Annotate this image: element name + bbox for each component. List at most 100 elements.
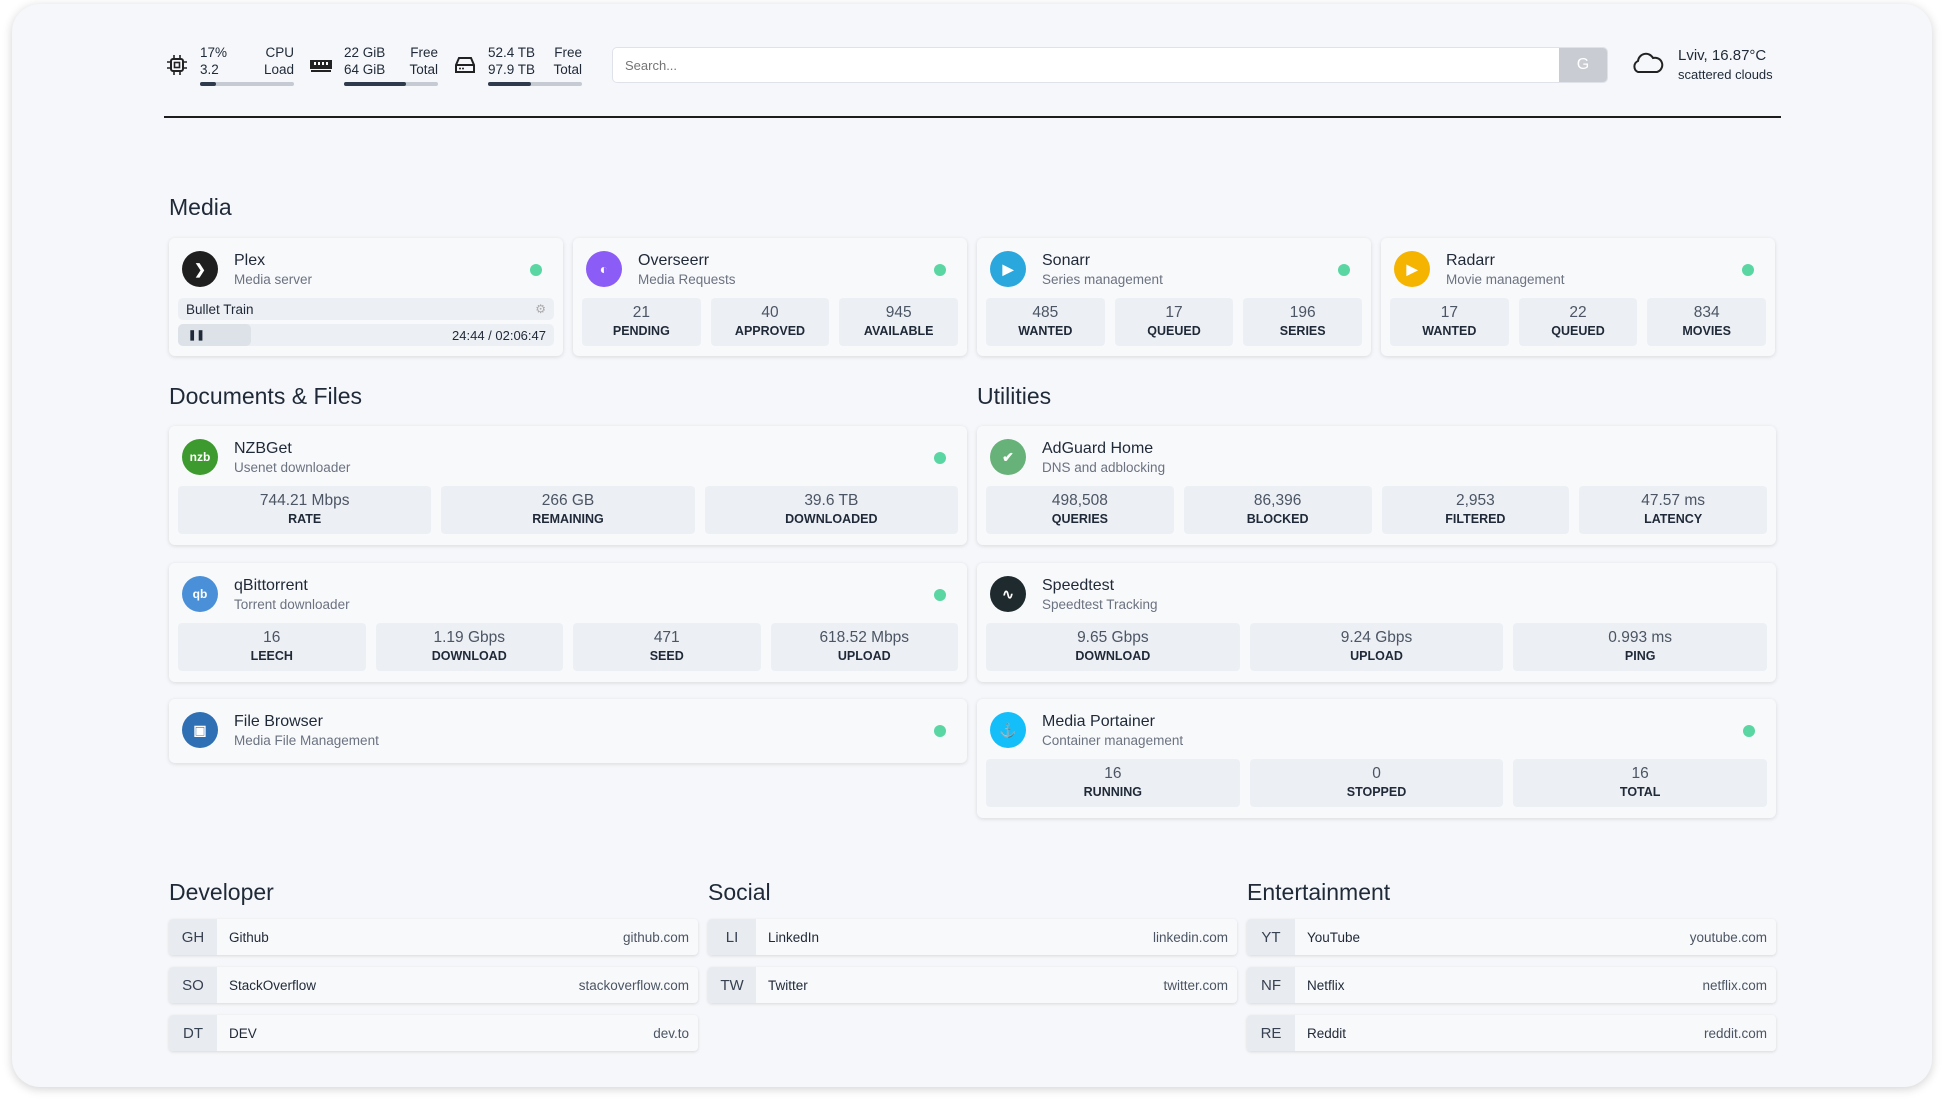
stat-label: LATENCY	[1644, 512, 1703, 526]
card-plex[interactable]: ❯ Plex Media server Bullet Train ⚙ ❚❚ 24:44 / …	[169, 238, 563, 356]
stat-label: QUEUED	[1147, 324, 1201, 338]
bookmark-url: reddit.com	[1703, 1025, 1767, 1041]
header: 17% CPU 3.2 Load 22 GiB Free 64 GiB Total 52.4…	[164, 40, 1781, 90]
bookmark-abbr: DT	[169, 1015, 217, 1051]
card-header: ∿ Speedtest Speedtest Tracking	[986, 572, 1767, 616]
card-title: Radarr	[1446, 251, 1495, 269]
stat-label: SEED	[649, 649, 684, 663]
load-label: Load	[263, 62, 294, 77]
bookmark-netflix[interactable]: NF Netflix netflix.com	[1247, 967, 1776, 1003]
bookmark-twitter[interactable]: TW Twitter twitter.com	[708, 967, 1237, 1003]
card-sonarr[interactable]: ▶ Sonarr Series management 485 WANTED 17 QUEUE…	[977, 238, 1371, 356]
stat-series: 196 SERIES	[1243, 298, 1363, 346]
free-label: Free	[554, 45, 582, 60]
card-title: Overseerr	[638, 251, 710, 269]
card-speedtest[interactable]: ∿ Speedtest Speedtest Tracking 9.65 Gbps DOW…	[977, 563, 1776, 682]
sonarr-icon: ▶	[990, 251, 1026, 287]
stat-label: FILTERED	[1445, 512, 1506, 526]
search-input[interactable]	[613, 57, 1559, 73]
card-radarr[interactable]: ▶ Radarr Movie management 17 WANTED 22 QUEUED 8…	[1381, 238, 1775, 356]
memory-icon	[308, 52, 334, 78]
bookmark-dev[interactable]: DT DEV dev.to	[169, 1015, 698, 1051]
stat-movies: 834 MOVIES	[1647, 298, 1767, 346]
card-subtitle: Media Requests	[638, 271, 736, 287]
card-header: nzb NZBGet Usenet downloader	[178, 435, 958, 479]
settings-icon[interactable]: ⚙	[535, 302, 546, 316]
adguard-home-icon: ✔	[990, 439, 1026, 475]
card-media-portainer[interactable]: ⚓ Media Portainer Container management 16 RU…	[977, 699, 1776, 818]
bookmark-github[interactable]: GH Github github.com	[169, 919, 698, 955]
card-nzbget[interactable]: nzb NZBGet Usenet downloader 744.21 Mbps RAT…	[169, 426, 967, 545]
speedtest-icon: ∿	[990, 576, 1026, 612]
card-title: Speedtest	[1042, 576, 1115, 594]
card-title-block: Plex Media server	[234, 252, 312, 287]
stat-value: 21	[632, 304, 650, 321]
status-indicator	[1338, 264, 1350, 276]
stat-wanted: 17 WANTED	[1390, 298, 1509, 346]
bookmark-youtube[interactable]: YT YouTube youtube.com	[1247, 919, 1776, 955]
playback-bar[interactable]: ❚❚ 24:44 / 02:06:47	[178, 324, 554, 346]
status-indicator	[1743, 725, 1755, 737]
stat-label: BLOCKED	[1246, 512, 1309, 526]
card-overseerr[interactable]: ◐ Overseerr Media Requests 21 PENDING 40 APPRO…	[573, 238, 967, 356]
card-title-block: Speedtest Speedtest Tracking	[1042, 577, 1158, 612]
bookmark-stackoverflow[interactable]: SO StackOverflow stackoverflow.com	[169, 967, 698, 1003]
stat-value: 471	[653, 629, 680, 646]
bookmark-name: Twitter	[768, 977, 808, 993]
card-title: File Browser	[234, 712, 323, 730]
card-adguard-home[interactable]: ✔ AdGuard Home DNS and adblocking 498,508 QU…	[977, 426, 1776, 545]
stat-label: PING	[1624, 649, 1656, 663]
bookmark-url: dev.to	[653, 1025, 689, 1041]
stat-latency: 47.57 ms LATENCY	[1579, 486, 1767, 534]
search-engine-button[interactable]: G	[1559, 48, 1607, 82]
file-browser-icon: ▣	[182, 712, 218, 748]
bookmark-name: Github	[229, 929, 269, 945]
card-header: ⚓ Media Portainer Container management	[986, 708, 1767, 752]
bookmark-name: StackOverflow	[229, 977, 317, 993]
media-title: Bullet Train	[186, 301, 254, 317]
card-title: NZBGet	[234, 439, 292, 457]
cloud-icon	[1630, 51, 1664, 80]
card-stats: 16 RUNNING 0 STOPPED 16 TOTAL	[986, 759, 1768, 807]
stat-label: QUEUED	[1551, 324, 1605, 338]
playback-time: 24:44 / 02:06:47	[452, 327, 546, 343]
stat-value: 17	[1440, 304, 1458, 321]
card-subtitle: Container management	[1042, 732, 1184, 748]
dashboard: 17% CPU 3.2 Load 22 GiB Free 64 GiB Total 52.4…	[12, 4, 1932, 1087]
status-indicator	[934, 589, 946, 601]
stat-label: REMAINING	[532, 512, 604, 526]
card-qbittorrent[interactable]: qb qBittorrent Torrent downloader 16 LEECH 1.…	[169, 563, 967, 682]
stat-label: MOVIES	[1682, 324, 1731, 338]
bookmark-url: netflix.com	[1702, 977, 1767, 993]
stat-value: 0.993 ms	[1608, 629, 1673, 646]
card-header: ▣ File Browser Media File Management	[178, 708, 958, 752]
stat-label: TOTAL	[1619, 785, 1661, 799]
stat-value: 945	[885, 304, 912, 321]
weather-condition: scattered clouds	[1678, 67, 1773, 82]
stat-filtered: 2,953 FILTERED	[1381, 486, 1570, 534]
card-title-block: Radarr Movie management	[1446, 252, 1565, 287]
progress-fill	[178, 324, 252, 346]
stat-available: 945 AVAILABLE	[839, 298, 959, 346]
card-header: ▶ Radarr Movie management	[1390, 247, 1766, 291]
status-indicator	[530, 264, 542, 276]
card-file-browser[interactable]: ▣ File Browser Media File Management	[169, 699, 967, 763]
stat-label: DOWNLOAD	[1075, 649, 1151, 663]
card-subtitle: Series management	[1042, 271, 1163, 287]
stat-label: LEECH	[250, 649, 293, 663]
stat-value: 618.52 Mbps	[819, 629, 910, 646]
card-title-block: Sonarr Series management	[1042, 252, 1163, 287]
bookmark-group-developer: Developer	[169, 879, 274, 905]
stat-value: 744.21 Mbps	[259, 492, 350, 509]
card-stats: 21 PENDING 40 APPROVED 945 AVAILABLE	[582, 298, 959, 346]
total-label: Total	[553, 62, 582, 77]
stat-queued: 22 QUEUED	[1518, 298, 1638, 346]
card-stats: 498,508 QUERIES 86,396 BLOCKED 2,953 FILTERED…	[986, 486, 1767, 534]
pause-icon[interactable]: ❚❚	[188, 329, 205, 341]
bookmark-linkedin[interactable]: LI LinkedIn linkedin.com	[708, 919, 1237, 955]
card-title: AdGuard Home	[1042, 439, 1154, 457]
stat-value: 498,508	[1051, 492, 1108, 509]
card-stats: 9.65 Gbps DOWNLOAD 9.24 Gbps UPLOAD 0.993 ms…	[986, 623, 1768, 671]
card-title-block: File Browser Media File Management	[234, 713, 379, 748]
bookmark-reddit[interactable]: RE Reddit reddit.com	[1247, 1015, 1776, 1051]
